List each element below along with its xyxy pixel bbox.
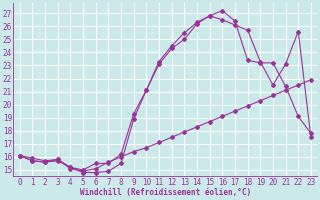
X-axis label: Windchill (Refroidissement éolien,°C): Windchill (Refroidissement éolien,°C) [80, 188, 251, 197]
